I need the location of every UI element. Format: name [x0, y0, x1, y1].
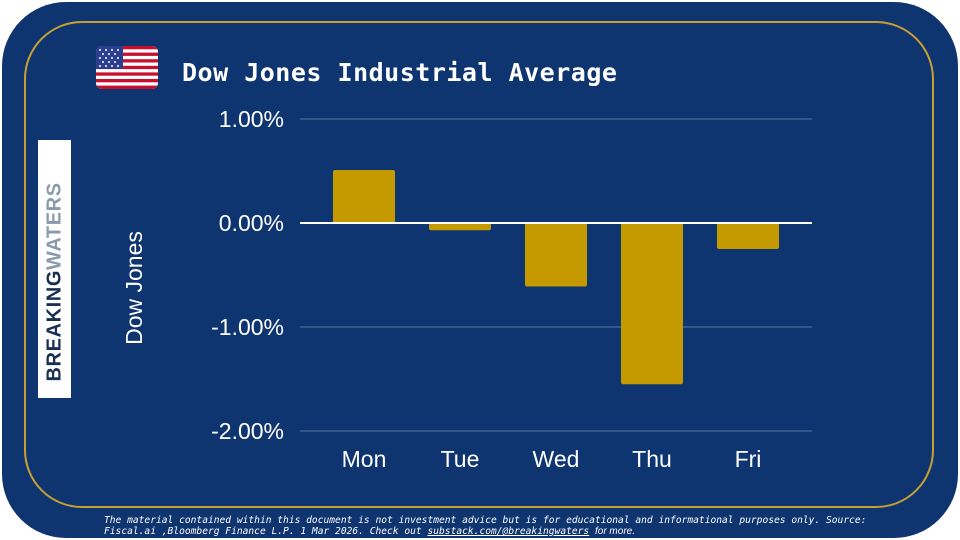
bar-tue — [429, 223, 491, 231]
bar-thu — [621, 223, 683, 385]
y-tick-label: -1.00% — [211, 314, 284, 340]
y-axis-label: Dow Jones — [121, 231, 147, 345]
footer-disclaimer: The material contained within this docum… — [104, 515, 884, 537]
footer-link[interactable]: substack.com/@breakingwaters — [427, 526, 590, 537]
bar-mon — [333, 169, 395, 223]
y-tick-label: 0.00% — [219, 210, 284, 236]
x-tick-label: Wed — [533, 446, 580, 472]
bar-fri — [717, 223, 779, 249]
gold-frame — [24, 21, 934, 508]
bar-wed — [525, 223, 587, 287]
x-tick-label: Fri — [735, 446, 762, 472]
y-tick-label: 1.00% — [219, 106, 284, 132]
y-tick-label: -2.00% — [211, 418, 284, 444]
breakingwaters-logo: BREAKINGWATERS — [38, 140, 71, 398]
x-tick-label: Thu — [632, 446, 672, 472]
footer-tail: for more. — [594, 526, 635, 537]
x-tick-label: Tue — [441, 446, 480, 472]
us-flag-icon — [96, 46, 158, 89]
page-title: Dow Jones Industrial Average — [182, 58, 618, 87]
footer-text: The material contained within this docum… — [104, 515, 867, 537]
x-tick-label: Mon — [342, 446, 387, 472]
